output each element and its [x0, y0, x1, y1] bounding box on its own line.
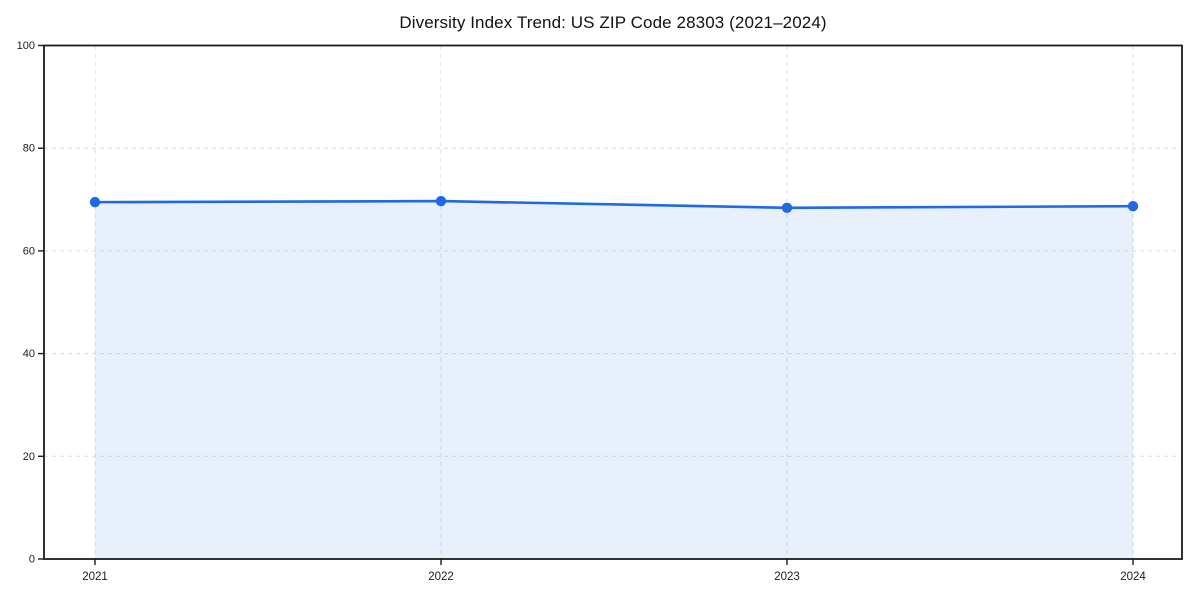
area-fill	[95, 201, 1133, 559]
data-point-2024	[1127, 201, 1139, 212]
x-axis-tick-label: 2022	[428, 571, 454, 583]
y-axis-tick-label: 0	[29, 554, 35, 566]
y-axis-tick-label: 80	[23, 143, 35, 155]
x-axis-tick-label: 2023	[774, 571, 800, 583]
data-point-2023	[781, 202, 793, 213]
plot-frame	[43, 44, 1183, 560]
trend-line	[93, 199, 1135, 210]
x-axis-tick-label: 2021	[82, 571, 108, 583]
y-axis-tick-label: 100	[17, 40, 35, 52]
x-axis-tick-label: 2024	[1120, 571, 1146, 583]
y-axis-tick-label: 20	[23, 451, 35, 463]
data-point-2021	[89, 196, 101, 208]
y-axis-tick-label: 60	[23, 245, 35, 257]
y-axis-tick-label: 40	[23, 348, 35, 360]
chart-title: Diversity Index Trend: US ZIP Code 28303…	[399, 13, 827, 32]
data-point-2022	[435, 195, 447, 207]
